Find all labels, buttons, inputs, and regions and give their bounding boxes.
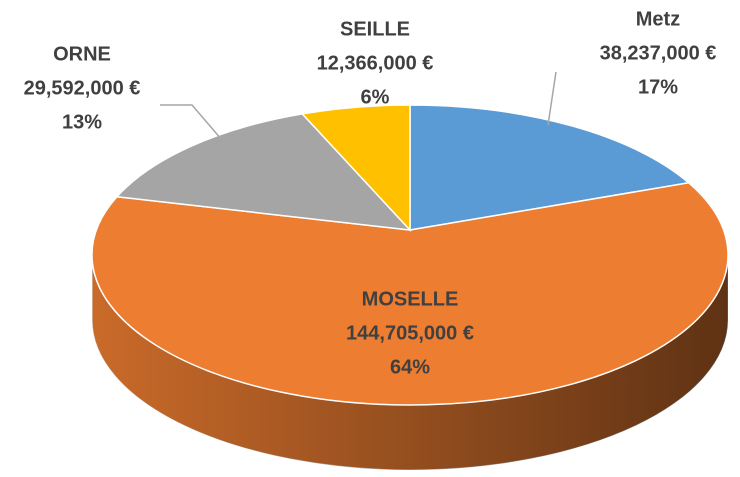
pie-tops: [91, 104, 729, 406]
category-label: ORNE: [53, 43, 111, 65]
category-label: SEILLE: [340, 18, 410, 40]
slice: [409, 104, 691, 231]
slice-side-shade: [92, 255, 728, 470]
value-label: 144,705,000 €: [346, 322, 474, 344]
value-label: 38,237,000 €: [600, 42, 717, 64]
leader-line: [160, 104, 223, 141]
slice: [115, 113, 412, 231]
percent-label: 13%: [62, 111, 102, 133]
slice: [91, 181, 729, 406]
percent-label: 6%: [361, 86, 390, 108]
data-labels: Metz 38,237,000 € 17% MOSELLE 144,705,000 € 6…: [24, 8, 717, 378]
leader-line: [547, 71, 557, 126]
percent-label: 17%: [638, 76, 678, 98]
category-label: Metz: [636, 8, 680, 30]
slice: [300, 104, 411, 232]
percent-label: 64%: [390, 356, 430, 378]
category-label: MOSELLE: [362, 288, 459, 310]
value-label: 29,592,000 €: [24, 77, 141, 99]
value-label: 12,366,000 €: [317, 52, 434, 74]
